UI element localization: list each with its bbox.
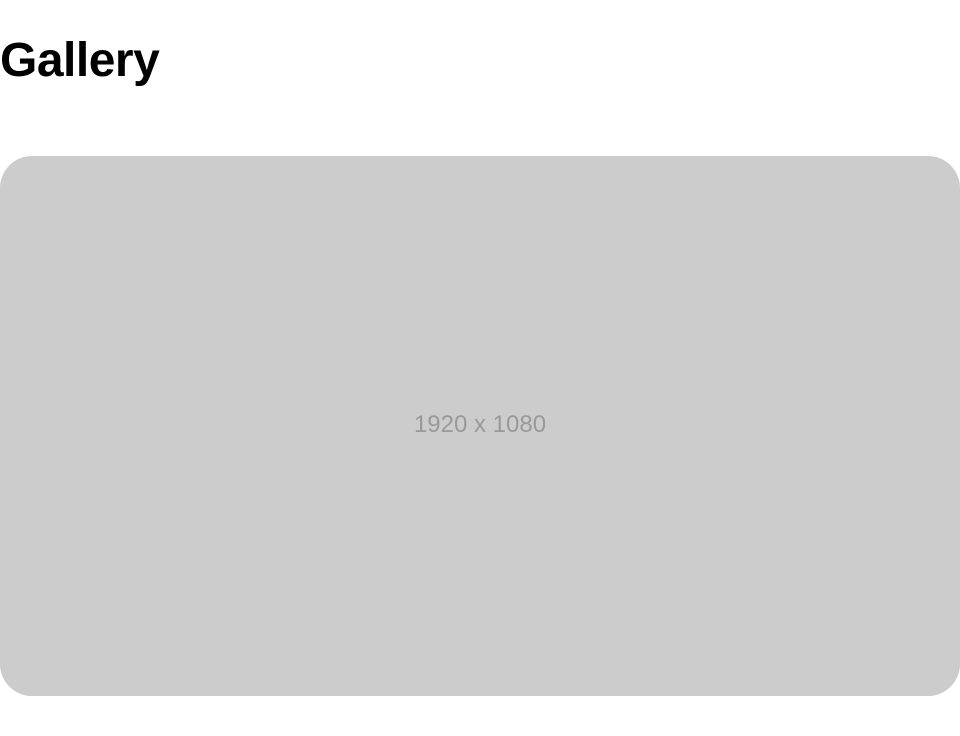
- gallery: 1920 x 1080: [0, 156, 960, 696]
- page-title: Gallery: [0, 34, 160, 87]
- image-dimensions-label: 1920 x 1080: [413, 411, 547, 438]
- gallery-image-placeholder[interactable]: 1920 x 1080: [0, 156, 960, 696]
